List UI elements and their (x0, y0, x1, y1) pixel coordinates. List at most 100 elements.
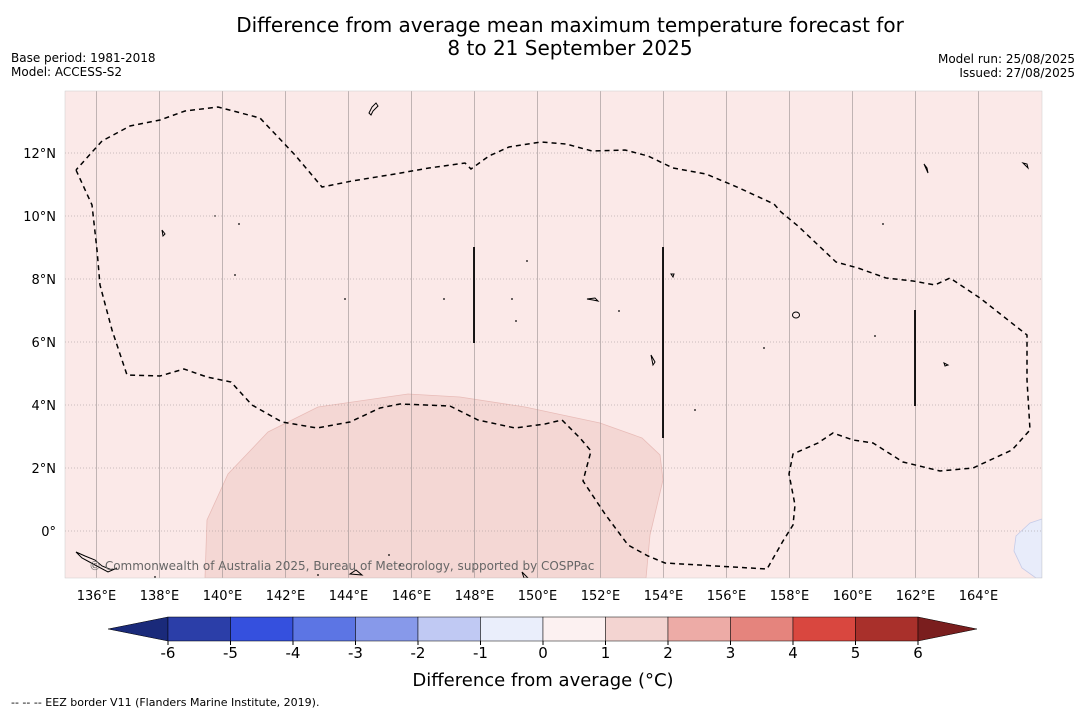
colorbar-segment (667, 616, 731, 642)
issued-date: Issued: 27/08/2025 (959, 66, 1075, 80)
colorbar-tick-label: 0 (538, 644, 548, 662)
atoll (526, 260, 528, 262)
colorbar-tick-label: -6 (161, 644, 176, 662)
warm-anomaly-region (204, 393, 664, 578)
island (650, 354, 656, 367)
map-area: © Commonwealth of Australia 2025, Bureau… (65, 91, 1042, 578)
copyright-notice: © Commonwealth of Australia 2025, Bureau… (89, 559, 594, 573)
atoll (344, 298, 346, 300)
colorbar-tick-label: 5 (851, 644, 861, 662)
island (1021, 162, 1029, 170)
island (943, 362, 950, 367)
title-line-2: 8 to 21 September 2025 (447, 36, 693, 60)
colorbar-segment (167, 616, 231, 642)
colorbar-tick-label: -2 (411, 644, 426, 662)
island (348, 569, 364, 576)
atoll (399, 564, 401, 566)
longitude-label: 164°E (959, 589, 999, 604)
atoll (763, 347, 765, 349)
longitude-label: 146°E (392, 589, 432, 604)
colorbar-over-arrow (917, 616, 978, 642)
meta-right: Model run: 25/08/2025 Issued: 27/08/2025 (938, 52, 1075, 80)
colorbar-tick-label: 4 (788, 644, 798, 662)
longitude-label: 142°E (266, 589, 306, 604)
atoll (443, 298, 445, 300)
latitude-label: 2°N (32, 462, 57, 477)
colorbar-tick-label: 2 (663, 644, 673, 662)
atoll (388, 554, 390, 556)
colorbar-tick-label: -1 (473, 644, 488, 662)
longitude-label: 148°E (455, 589, 495, 604)
eez-border-north (75, 106, 1031, 570)
latitude-label: 8°N (32, 273, 57, 288)
colorbar-segment (730, 616, 794, 642)
colorbar-tick-label: 1 (601, 644, 611, 662)
atoll (238, 223, 240, 225)
colorbar-segment (417, 616, 481, 642)
colorbar-tick-label: -4 (286, 644, 301, 662)
colorbar-segment (792, 616, 856, 642)
colorbar-segment (605, 616, 669, 642)
island (368, 102, 379, 116)
colorbar (107, 616, 978, 642)
model-run: Model run: 25/08/2025 (937, 52, 1075, 66)
island (586, 297, 600, 302)
longitude-label: 160°E (833, 589, 873, 604)
colorbar-tick-label: 3 (726, 644, 736, 662)
island (161, 229, 166, 238)
atoll (317, 574, 319, 576)
legend-title: Difference from average (°C) (412, 670, 674, 691)
longitude-label: 136°E (77, 589, 117, 604)
longitude-label: 138°E (140, 589, 180, 604)
atoll (874, 335, 876, 337)
colorbar-tick-label: 6 (913, 644, 923, 662)
atoll (618, 310, 620, 312)
latitude-labels: 12°N 10°N 8°N 6°N 4°N 2°N 0° (23, 147, 56, 540)
latitude-label: 6°N (32, 336, 57, 351)
longitude-labels: 136°E 138°E 140°E 142°E 144°E 146°E 148°E 150°E… (77, 589, 999, 604)
longitude-label: 154°E (644, 589, 684, 604)
atoll (882, 223, 884, 225)
longitude-label: 156°E (707, 589, 747, 604)
atoll (214, 215, 216, 217)
colorbar-segment (480, 616, 544, 642)
colorbar-ticks: -6 -5 -4 -3 -2 -1 0 1 2 3 4 5 6 (161, 641, 923, 662)
atoll (511, 298, 513, 300)
islands (75, 102, 1029, 578)
atoll (694, 409, 696, 411)
cool-anomaly-region (1013, 518, 1042, 578)
map-title: Difference from average mean maximum tem… (170, 14, 970, 60)
latitude-label: 4°N (32, 399, 57, 414)
colorbar-segment (230, 616, 294, 642)
latitude-label: 12°N (23, 147, 56, 162)
longitude-label: 150°E (518, 589, 558, 604)
atoll (154, 576, 156, 578)
colorbar-segment (855, 616, 919, 642)
island (75, 551, 118, 573)
longitude-label: 152°E (581, 589, 621, 604)
latitude-label: 0° (41, 525, 56, 540)
map-frame (64, 90, 1043, 579)
atoll (234, 274, 236, 276)
colorbar-segment (292, 616, 356, 642)
base-period: Base period: 1981-2018 (11, 51, 156, 65)
island (670, 273, 675, 279)
colorbar-tick-label: -3 (348, 644, 363, 662)
latitude-label: 10°N (23, 210, 56, 225)
eez-footnote: -- -- -- EEZ border V11 (Flanders Marine… (11, 696, 320, 709)
atoll (515, 320, 517, 322)
colorbar-under-arrow (107, 616, 169, 642)
colorbar-tick-label: -5 (223, 644, 238, 662)
colorbar-segment (542, 616, 606, 642)
title-line-1: Difference from average mean maximum tem… (236, 13, 904, 37)
longitude-label: 144°E (329, 589, 369, 604)
colorbar-segment (355, 616, 419, 642)
longitude-label: 158°E (770, 589, 810, 604)
island (792, 311, 800, 319)
meta-left: Base period: 1981-2018 Model: ACCESS-S2 (11, 51, 156, 79)
longitude-label: 162°E (896, 589, 936, 604)
island (521, 571, 529, 578)
longitude-label: 140°E (203, 589, 243, 604)
island (923, 163, 929, 174)
